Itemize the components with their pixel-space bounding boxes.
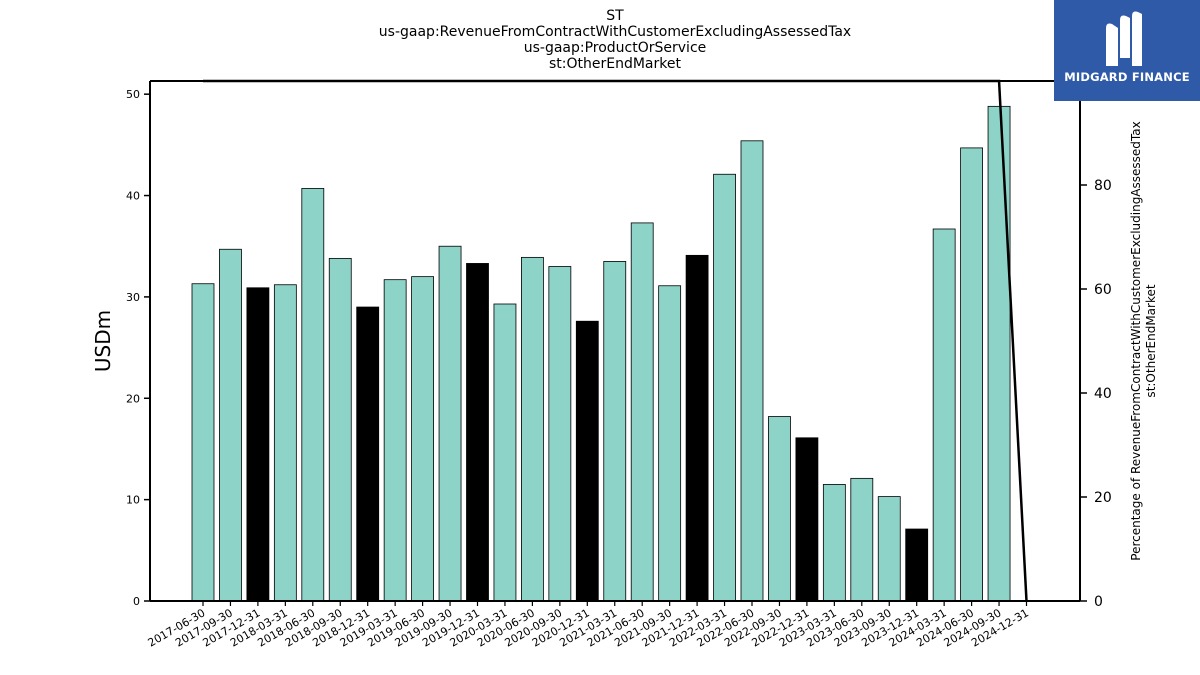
bar: [301, 188, 325, 602]
y-axis-title: USDm: [91, 310, 115, 372]
bar: [246, 287, 270, 602]
bar: [438, 245, 462, 602]
bar: [219, 248, 242, 602]
title-line: ST: [606, 8, 624, 24]
bar: [273, 284, 297, 602]
title-line: us-gaap:ProductOrService: [524, 40, 707, 56]
bar: [603, 261, 627, 602]
y-tick-label: 30: [126, 291, 140, 304]
y-tick-label: 50: [126, 88, 140, 101]
bar: [987, 105, 1011, 602]
bar: [850, 477, 874, 602]
bar: [960, 147, 983, 602]
y-tick-label: 0: [133, 595, 140, 608]
bar: [383, 279, 407, 602]
y2-axis-title-line: st:OtherEndMarket: [1144, 284, 1158, 397]
y2-tick-label: 40: [1094, 386, 1112, 402]
bar: [877, 496, 901, 602]
bar: [493, 303, 517, 602]
y-tick-label: 10: [126, 494, 140, 507]
bar: [822, 484, 846, 602]
bar: [630, 222, 654, 602]
y-tick-label: 20: [126, 392, 140, 405]
bar: [356, 306, 380, 602]
y2-tick-label: 80: [1094, 178, 1112, 194]
bar: [685, 254, 709, 602]
bar: [713, 173, 736, 602]
logo-mark-icon: [1106, 11, 1142, 66]
logo-text: MIDGARD FINANCE: [1064, 70, 1190, 84]
bar: [575, 320, 599, 602]
bar: [658, 285, 682, 602]
bars: [191, 105, 1011, 602]
bar: [521, 256, 544, 602]
bar: [932, 228, 956, 602]
bar: [795, 437, 819, 602]
x-axis-ticks: 2017-06-302017-09-302017-12-312018-03-31…: [146, 601, 1031, 650]
y2-axis-title-line: Percentage of RevenueFromContractWithCus…: [1129, 121, 1143, 560]
y-axis-ticks: 0 10 20 30 40 50: [126, 88, 150, 608]
title-line: us-gaap:RevenueFromContractWithCustomerE…: [379, 24, 851, 40]
chart-title: STus-gaap:RevenueFromContractWithCustome…: [379, 8, 851, 72]
bar: [768, 416, 791, 602]
y2-axis-title: Percentage of RevenueFromContractWithCus…: [1129, 121, 1158, 560]
y-tick-label: 40: [126, 190, 140, 203]
y2-tick-label: 0: [1094, 594, 1103, 610]
bar: [740, 140, 764, 602]
bar: [466, 263, 489, 602]
bar: [548, 266, 572, 602]
bar: [411, 276, 435, 602]
y2-tick-label: 20: [1094, 490, 1112, 506]
y2-tick-label: 60: [1094, 282, 1112, 298]
bar: [905, 528, 929, 602]
bar: [191, 283, 215, 602]
bar: [328, 257, 352, 602]
title-line: st:OtherEndMarket: [549, 56, 681, 72]
logo: MIDGARD FINANCE: [1054, 0, 1200, 101]
y2-axis-ticks: 0 20 40 60 80: [1080, 178, 1112, 610]
